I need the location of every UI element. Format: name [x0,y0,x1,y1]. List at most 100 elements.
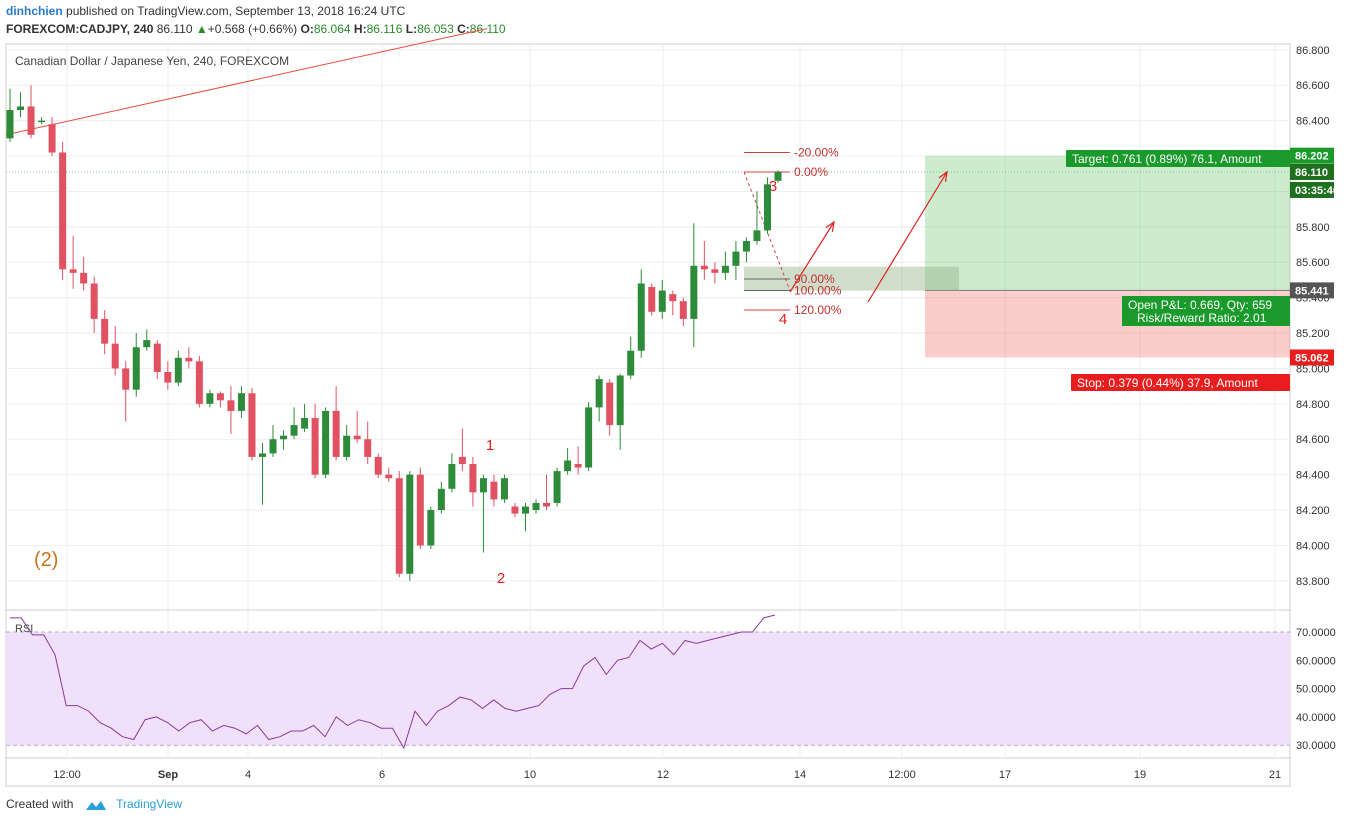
candle-body [522,506,530,514]
x-tick-label: 17 [999,769,1011,781]
candle-body [385,474,393,479]
target-price-tag: 86.202 [1290,147,1334,164]
candle-body [406,474,414,574]
rsi-tick-label: 30.0000 [1296,740,1336,752]
countdown-tag-bg [1290,181,1334,198]
tradingview-brand[interactable]: TradingView [116,797,183,811]
candle [258,442,266,505]
footer: Created with TradingView [6,797,182,811]
candle [374,453,382,479]
candle [69,235,77,289]
tradingview-logo-icon [85,800,106,810]
candle-body [290,425,298,436]
y-tick-label: 84.600 [1296,434,1330,446]
axis-labels: 86.80086.60086.40086.20086.00085.80085.6… [53,45,1339,781]
open-label: O: [300,22,314,36]
y-tick-label: 84.000 [1296,540,1330,552]
candle [80,256,88,291]
candle [753,191,761,245]
candle [122,361,130,422]
candle-body [6,110,14,139]
last-price-tag: 86.110 [1290,163,1334,180]
candle-body [69,269,77,273]
publish-info: dinhchien published on TradingView.com, … [6,4,405,18]
candle-body [448,464,456,489]
y-tick-label: 85.600 [1296,257,1330,269]
candle [490,474,498,507]
candle-body [332,410,340,457]
arrow-up-large [867,170,948,303]
time-axis[interactable] [5,757,1291,787]
panel-label: (2) [34,549,58,571]
candle [679,297,687,326]
candle [458,428,466,472]
candle-body [606,382,614,426]
candle-body [427,510,435,546]
candle-body [17,106,25,111]
candle [290,407,298,440]
candle [27,85,35,139]
candle-body [364,439,372,457]
candle-body [753,230,761,241]
candle-body [595,379,603,408]
candle-body [216,393,224,401]
countdown-tag: 03:35:46 [1290,181,1339,198]
candle-body [669,294,677,302]
change-up-icon: ▲ [195,22,208,36]
candle [132,333,140,397]
stop-label-bg [1071,374,1290,391]
candle [353,410,361,443]
rsi-band [6,632,1290,746]
text-layer: Canadian Dollar / Japanese Yen, 240, FOR… [15,54,289,635]
low-label: L: [405,22,418,36]
y-tick-label: 86.400 [1296,116,1330,128]
candle-body [658,290,666,312]
last-price-tag-text: 86.110 [1295,167,1328,179]
candle-body [616,375,624,426]
candle [690,223,698,348]
candle-body [195,361,203,404]
candle [311,403,319,479]
candle [101,310,109,355]
candle [637,269,645,358]
candle [385,467,393,482]
candle [479,474,487,553]
candle [237,386,245,418]
candle [616,373,624,450]
candle-body [469,464,477,493]
candle [343,425,351,461]
candle-body [38,120,46,123]
rsi-tick-label: 60.0000 [1296,655,1336,667]
entry-price-tag-bg [1290,282,1334,299]
candle [48,117,56,157]
candle-body [585,407,593,468]
candle [174,350,182,387]
stop-price-tag-text: 85.062 [1295,352,1329,364]
candle-body [301,418,309,429]
candle-body [164,371,172,383]
candle-body [101,318,109,344]
fib-level-label: -20.00% [794,146,839,160]
candle [721,251,729,280]
candle-body [280,435,288,440]
author-name[interactable]: dinhchien [6,4,63,18]
close-label: C: [457,22,470,36]
candle-body [574,464,582,468]
candle-body [374,456,382,475]
candle [38,117,46,125]
high-value: 86.116 [366,22,403,36]
wave-label: 3 [769,178,777,195]
rsi-tick-label: 40.0000 [1296,712,1336,724]
rsi-label: RSI [15,623,33,635]
candle [227,386,235,434]
price-pane[interactable] [5,43,1291,611]
x-tick-label: 12 [657,769,669,781]
candle [111,325,119,376]
candle [269,425,277,457]
candle-body [206,393,214,404]
y-tick-label: 84.400 [1296,470,1330,482]
y-tick-label: 85.200 [1296,328,1330,340]
wave-label: 1 [486,437,494,454]
stop-label: Stop: 0.379 (0.44%) 37.9, Amount [1071,374,1290,391]
